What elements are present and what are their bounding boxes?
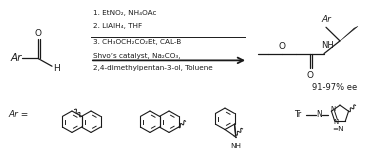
Text: O: O	[34, 29, 42, 38]
Text: =N: =N	[332, 126, 344, 132]
Polygon shape	[340, 26, 358, 41]
Text: Tr: Tr	[294, 110, 302, 119]
Text: 2,4-dimethylpentan-3-ol, Toluene: 2,4-dimethylpentan-3-ol, Toluene	[93, 65, 213, 71]
Text: N: N	[316, 110, 322, 119]
Text: N: N	[333, 119, 338, 125]
Text: O: O	[307, 72, 313, 80]
Text: Shvo’s catalyst, Na₂CO₃,: Shvo’s catalyst, Na₂CO₃,	[93, 53, 181, 59]
Text: NH: NH	[231, 143, 242, 149]
Text: Ar: Ar	[10, 53, 22, 63]
Text: 3. CH₃OCH₂CO₂Et, CAL-B: 3. CH₃OCH₂CO₂Et, CAL-B	[93, 39, 181, 45]
Text: 91-97% ee: 91-97% ee	[312, 83, 358, 92]
Text: Ar: Ar	[321, 15, 331, 24]
Text: N: N	[331, 106, 336, 112]
Text: NH: NH	[321, 41, 333, 50]
Text: Ar =: Ar =	[8, 110, 28, 119]
Text: 1. EtNO₂, NH₄OAc: 1. EtNO₂, NH₄OAc	[93, 10, 156, 16]
Text: O: O	[279, 42, 285, 51]
Text: 2. LiAlH₄, THF: 2. LiAlH₄, THF	[93, 23, 142, 29]
Text: H: H	[54, 64, 60, 73]
